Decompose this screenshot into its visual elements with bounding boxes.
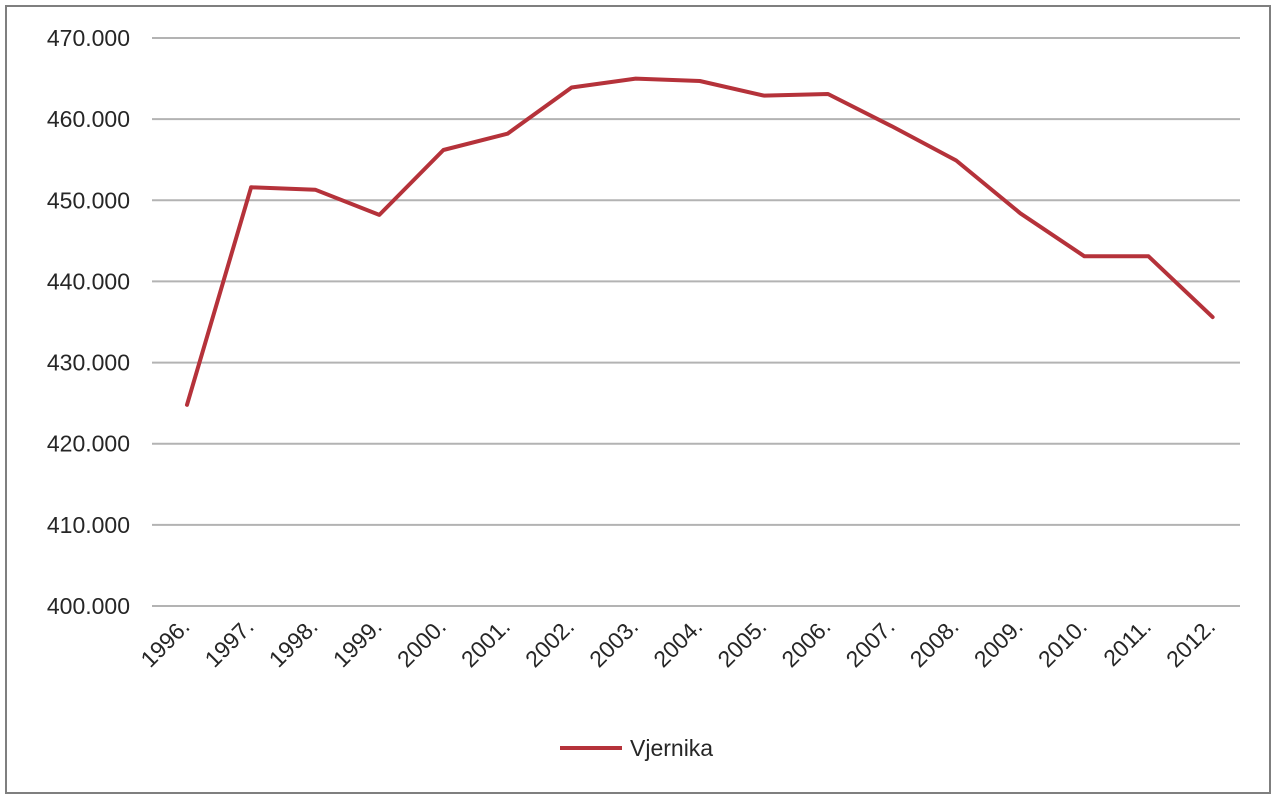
y-tick-label: 400.000 — [47, 593, 130, 619]
x-axis-ticks: 1996. 1997. 1998. 1999. 2000. 2001. 2002. 2003.… — [135, 613, 1220, 672]
x-tick-label: 2001. — [456, 613, 515, 672]
x-tick-label: 2003. — [584, 613, 643, 672]
series-layer — [185, 76, 1215, 407]
x-tick-label: 2009. — [969, 613, 1028, 672]
y-tick-label: 430.000 — [47, 350, 130, 376]
x-tick-label: 2006. — [776, 613, 835, 672]
x-tick-label: 1997. — [200, 613, 259, 672]
x-tick-label: 2005. — [712, 613, 771, 672]
y-tick-label: 470.000 — [47, 25, 130, 51]
y-tick-label: 440.000 — [47, 268, 130, 294]
y-tick-label: 460.000 — [47, 106, 130, 132]
x-tick-label: 1996. — [135, 613, 194, 672]
legend-label-vjernika: Vjernika — [630, 735, 713, 761]
x-tick-label: 1998. — [264, 613, 323, 672]
y-tick-label: 420.000 — [47, 431, 130, 457]
x-tick-label: 2010. — [1033, 613, 1092, 672]
x-tick-label: 2008. — [905, 613, 964, 672]
x-tick-label: 1999. — [328, 613, 387, 672]
x-tick-label: 2012. — [1161, 613, 1220, 672]
x-tick-label: 2000. — [392, 613, 451, 672]
y-axis-ticks: 400.000 410.000 420.000 430.000 440.000 450.0… — [47, 25, 130, 619]
series-line-vjernika — [185, 76, 1215, 407]
x-tick-label: 2007. — [841, 613, 900, 672]
y-tick-label: 450.000 — [47, 187, 130, 213]
legend: Vjernika — [560, 735, 713, 761]
x-tick-label: 2002. — [520, 613, 579, 672]
grid-lines — [152, 37, 1240, 607]
chart-frame — [5, 5, 1271, 794]
y-tick-label: 410.000 — [47, 512, 130, 538]
x-tick-label: 2004. — [648, 613, 707, 672]
x-tick-label: 2011. — [1098, 613, 1156, 671]
